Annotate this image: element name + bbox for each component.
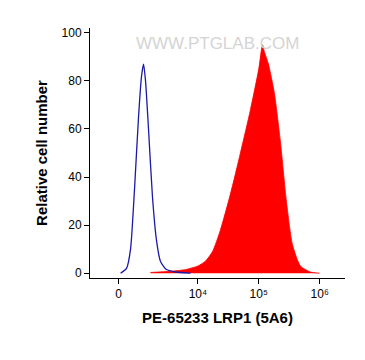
svg-text:PE-65233 LRP1 (5A6): PE-65233 LRP1 (5A6) xyxy=(142,309,293,326)
svg-text:0: 0 xyxy=(115,287,122,301)
svg-text:10⁶: 10⁶ xyxy=(311,287,329,301)
svg-text:Relative cell number: Relative cell number xyxy=(33,80,50,226)
svg-text:WWW.PTGLAB.COM: WWW.PTGLAB.COM xyxy=(136,34,299,53)
svg-text:20: 20 xyxy=(68,218,82,232)
svg-text:0: 0 xyxy=(75,266,82,280)
svg-text:10⁴: 10⁴ xyxy=(189,287,208,301)
svg-text:10⁵: 10⁵ xyxy=(250,287,268,301)
svg-text:80: 80 xyxy=(68,74,82,88)
svg-text:60: 60 xyxy=(68,122,82,136)
svg-text:100: 100 xyxy=(62,26,82,40)
svg-text:40: 40 xyxy=(68,170,82,184)
